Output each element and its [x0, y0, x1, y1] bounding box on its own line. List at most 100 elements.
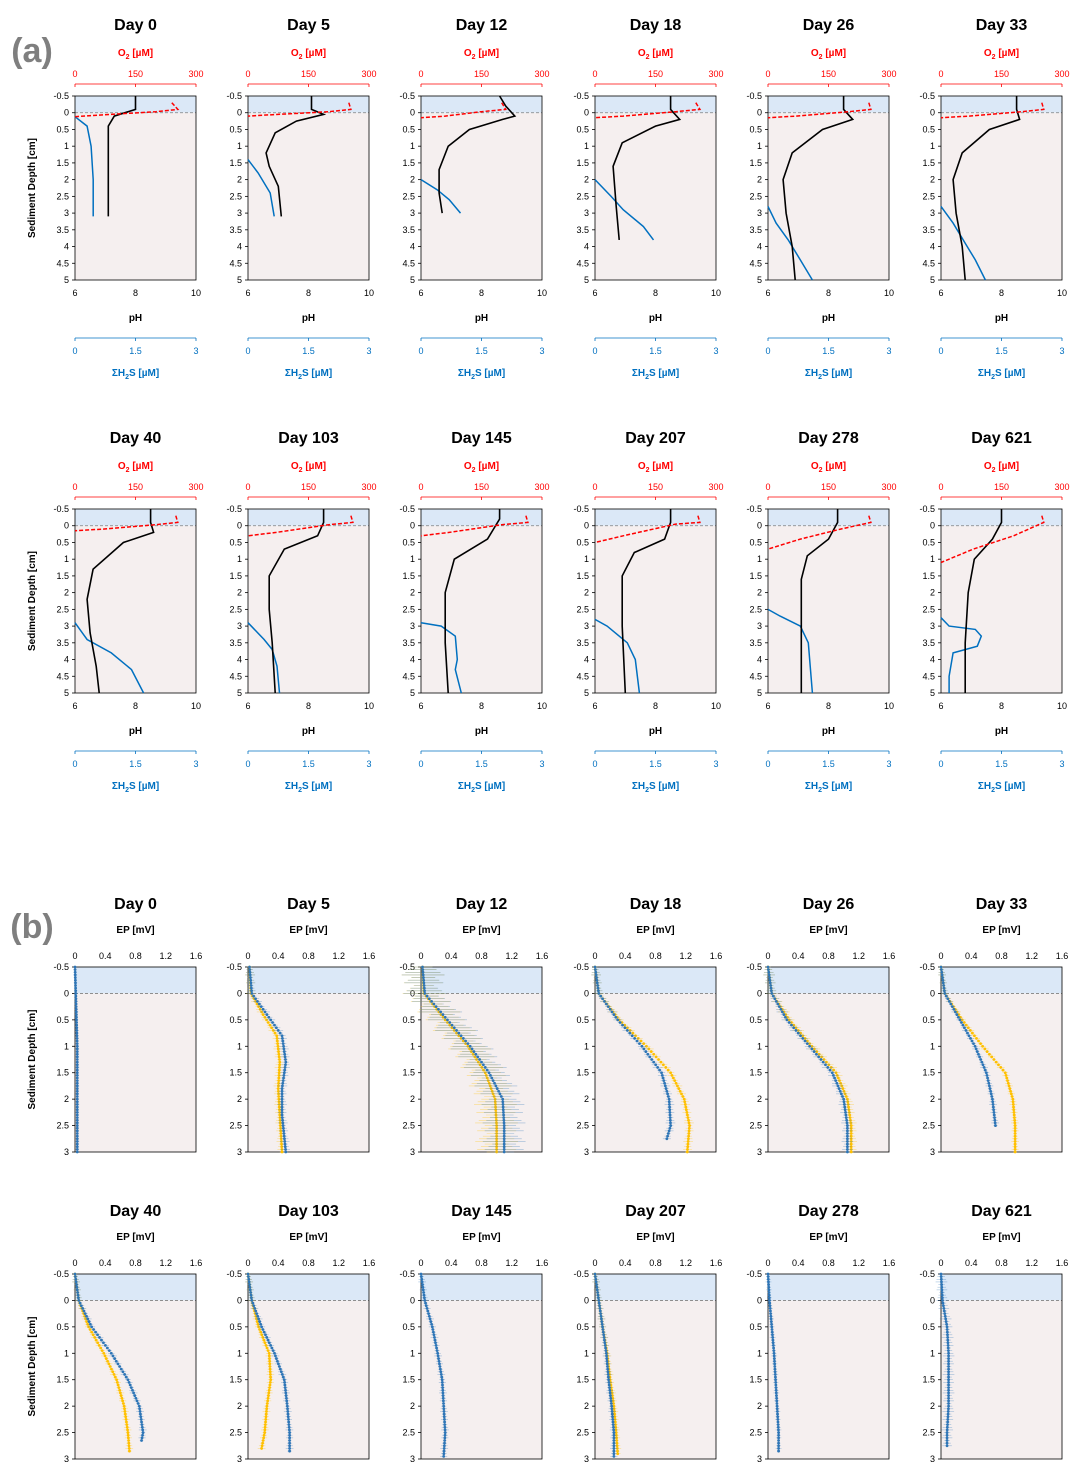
depth-tick-label: 1.5 [56, 158, 69, 168]
data-point [769, 986, 773, 990]
data-point [946, 1333, 949, 1337]
o2-axis-label: O2 [µM] [811, 48, 846, 61]
data-point [803, 1036, 807, 1040]
data-point [288, 1431, 291, 1434]
depth-tick-label: 5 [237, 688, 242, 698]
data-point [667, 1097, 671, 1101]
data-point [486, 1079, 490, 1083]
depth-tick-label: 3 [64, 1454, 69, 1463]
ep-tick-label: 1.2 [1025, 951, 1038, 961]
depth-tick-label: 2 [237, 588, 242, 598]
data-point [262, 1330, 266, 1334]
data-point [817, 1055, 821, 1059]
data-point [767, 1280, 770, 1284]
ep-tick-label: 1.6 [1056, 1258, 1069, 1268]
data-point [257, 1317, 261, 1321]
depth-tick-label: 2.5 [922, 604, 935, 614]
data-point [277, 1092, 280, 1096]
depth-tick-label: -0.5 [573, 504, 589, 514]
depth-tick-label: 0 [930, 521, 935, 531]
data-point [75, 1068, 79, 1072]
data-point [75, 1052, 79, 1056]
depth-tick-label: 0 [930, 1295, 935, 1305]
depth-tick-label: 4 [64, 655, 69, 665]
data-point [960, 1018, 964, 1022]
ep-tick-label: 0 [245, 951, 250, 961]
data-point [442, 1447, 446, 1450]
data-point [121, 1399, 125, 1403]
data-point [849, 1118, 852, 1122]
data-point [422, 978, 426, 982]
data-point [640, 1044, 644, 1048]
data-point [610, 1412, 614, 1416]
h2s-tick-label: 3 [193, 346, 198, 356]
ep-tick-label: 0.4 [272, 951, 285, 961]
data-point [102, 1351, 106, 1355]
data-point [493, 1097, 497, 1101]
data-point [485, 1076, 489, 1080]
depth-tick-label: 3.5 [402, 638, 415, 648]
data-point [73, 978, 77, 982]
ph-tick-label: 6 [765, 288, 770, 298]
ep-tick-label: 1.6 [883, 1258, 896, 1268]
data-point [947, 1402, 950, 1405]
data-point [123, 1410, 127, 1413]
h2s-profile [74, 622, 145, 694]
depth-tick-label: 2.5 [229, 604, 242, 614]
data-point [439, 1373, 443, 1376]
h2s-profile [74, 116, 94, 217]
data-point [955, 1013, 959, 1016]
data-point [268, 1370, 272, 1374]
data-point [668, 1110, 672, 1114]
data-point [288, 1449, 291, 1453]
data-point [612, 1404, 616, 1408]
depth-tick-label: 2 [410, 1401, 415, 1411]
data-point [265, 1018, 268, 1022]
h2s-profile [420, 178, 462, 214]
data-point [116, 1383, 120, 1387]
data-point [683, 1100, 687, 1104]
data-point [282, 1071, 286, 1075]
profile-title: Day 0 [114, 896, 157, 913]
data-point [947, 1365, 950, 1368]
data-point [766, 968, 770, 972]
data-point [824, 1060, 828, 1064]
data-point [947, 1349, 950, 1353]
data-point [766, 1275, 770, 1279]
data-point [767, 970, 771, 974]
data-point [75, 1066, 79, 1069]
ep-tick-label: 1.6 [363, 951, 376, 961]
data-point [277, 1071, 281, 1075]
data-point [495, 1132, 499, 1135]
depth-tick-label: 4 [237, 242, 242, 252]
data-point [947, 1386, 950, 1390]
data-point [616, 1449, 619, 1453]
water-layer [595, 1274, 716, 1301]
data-point [947, 1357, 950, 1360]
depth-tick-label: 0.5 [576, 124, 589, 134]
data-point [437, 1357, 440, 1360]
data-point [603, 1343, 607, 1347]
data-point [443, 1441, 446, 1445]
data-point [249, 1293, 253, 1297]
ep-tick-label: 1.2 [505, 1258, 518, 1268]
data-point [846, 1100, 850, 1104]
depth-tick-label: 2.5 [402, 1121, 415, 1131]
water-layer [421, 967, 542, 994]
data-point [946, 1410, 950, 1413]
data-point [435, 1346, 438, 1350]
h2s-tick-label: 3 [366, 346, 371, 356]
data-point [277, 1084, 280, 1088]
data-point [775, 1404, 779, 1408]
data-point [946, 1343, 950, 1347]
data-point [498, 1092, 502, 1096]
data-point [267, 1394, 270, 1397]
data-point [73, 973, 77, 977]
data-point [766, 965, 770, 969]
data-point [771, 1341, 775, 1345]
data-point [792, 1026, 796, 1030]
data-point [786, 1015, 789, 1019]
data-point [947, 1359, 950, 1363]
data-point [111, 1370, 115, 1374]
